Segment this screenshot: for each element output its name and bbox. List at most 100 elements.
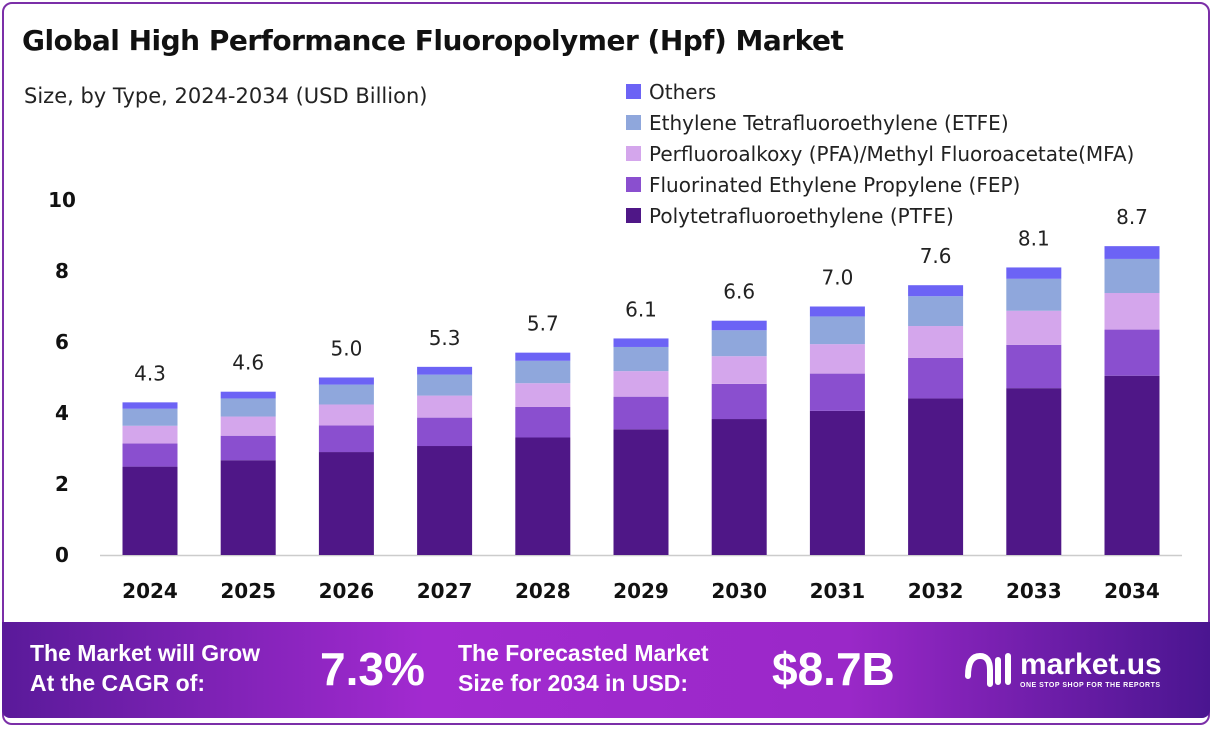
legend-label: Perfluoroalkoxy (PFA)/Methyl Fluoroaceta… (649, 141, 1135, 166)
bar-segment-1 (122, 443, 178, 467)
y-tick-label: 4 (55, 401, 69, 425)
x-tick-label: 2026 (319, 579, 375, 603)
x-tick-label: 2027 (417, 579, 473, 603)
legend-item: Fluorinated Ethylene Propylene (FEP) (626, 169, 1134, 200)
cagr-label: The Market will Grow At the CAGR of: (30, 638, 260, 698)
bar-segment-2 (711, 356, 767, 384)
x-tick-label: 2031 (810, 579, 866, 603)
total-label: 4.6 (232, 351, 264, 375)
bar-segment-2 (613, 371, 669, 397)
legend: Others Ethylene Tetrafluoroethylene (ETFE… (626, 76, 1134, 231)
bar-segment-3 (220, 398, 276, 417)
y-tick-label: 6 (55, 330, 69, 354)
bar-segment-4 (1104, 246, 1160, 259)
marketus-logo: market.us ONE STOP SHOP FOR THE REPORTS (962, 646, 1162, 690)
bar-segment-3 (515, 360, 571, 384)
x-tick-label: 2032 (908, 579, 964, 603)
total-label: 7.6 (920, 244, 952, 268)
bar-segment-3 (908, 296, 964, 327)
bar-segment-0 (220, 460, 276, 555)
bar-segment-4 (809, 306, 865, 317)
forecast-label: The Forecasted Market Size for 2034 in U… (458, 638, 709, 698)
bar-segment-4 (908, 285, 964, 297)
bar-segment-1 (515, 406, 571, 438)
legend-label: Ethylene Tetrafluoroethylene (ETFE) (649, 110, 1009, 135)
bar-segment-0 (613, 429, 669, 555)
bar-segment-3 (417, 374, 473, 396)
legend-swatch (626, 208, 641, 223)
bar-segment-4 (613, 338, 669, 347)
bar-segment-0 (515, 437, 571, 555)
x-tick-label: 2029 (613, 579, 669, 603)
total-label: 4.3 (134, 361, 166, 385)
legend-swatch (626, 177, 641, 192)
bar-segment-3 (1104, 258, 1160, 294)
logo-name: market.us (1020, 647, 1162, 681)
bar-segment-4 (515, 352, 571, 361)
x-tick-label: 2025 (220, 579, 276, 603)
legend-swatch (626, 146, 641, 161)
bar-segment-4 (1006, 267, 1062, 279)
legend-swatch (626, 115, 641, 130)
total-label: 5.3 (429, 326, 461, 350)
y-tick-label: 10 (48, 188, 76, 212)
summary-banner: The Market will Grow At the CAGR of: 7.3… (2, 622, 1210, 718)
legend-label: Fluorinated Ethylene Propylene (FEP) (649, 172, 1021, 197)
bar-segment-2 (122, 425, 178, 444)
forecast-label-line2: Size for 2034 in USD: (458, 670, 689, 696)
chart-subtitle: Size, by Type, 2024-2034 (USD Billion) (24, 84, 428, 108)
bar-segment-1 (318, 425, 374, 453)
total-label: 6.6 (723, 280, 755, 304)
bar-segment-1 (1104, 329, 1160, 376)
total-label: 5.0 (330, 337, 362, 361)
legend-item: Others (626, 76, 1134, 107)
chart-title: Global High Performance Fluoropolymer (H… (22, 24, 844, 57)
x-tick-label: 2033 (1006, 579, 1062, 603)
cagr-label-line2: At the CAGR of: (30, 670, 206, 696)
bar-segment-2 (1104, 293, 1160, 330)
marketus-logo-icon (965, 652, 1011, 687)
bar-segment-0 (1104, 375, 1160, 555)
bar-segment-1 (809, 373, 865, 411)
bar-segment-4 (122, 402, 178, 409)
total-label: 6.1 (625, 297, 657, 321)
total-label: 8.7 (1116, 205, 1148, 229)
legend-label: Polytetrafluoroethylene (PTFE) (649, 203, 954, 228)
bar-segment-0 (809, 410, 865, 555)
bar-segment-4 (220, 391, 276, 399)
bar-segment-3 (613, 346, 669, 372)
bar-segment-0 (711, 419, 767, 555)
bar-segment-2 (1006, 310, 1062, 345)
bar-segment-1 (711, 383, 767, 420)
cagr-value: 7.3% (320, 643, 425, 695)
legend-item: Perfluoroalkoxy (PFA)/Methyl Fluoroaceta… (626, 138, 1134, 169)
bar-segment-1 (613, 396, 669, 430)
legend-label: Others (649, 79, 717, 104)
total-label: 8.1 (1018, 226, 1050, 250)
bar-segment-0 (318, 452, 374, 555)
bar-segment-0 (1006, 388, 1062, 555)
bar-segment-2 (515, 383, 571, 407)
bar-segment-1 (908, 357, 964, 399)
bar-segment-0 (122, 466, 178, 555)
y-tick-label: 2 (55, 472, 69, 496)
bar-segment-1 (220, 435, 276, 461)
total-label: 5.7 (527, 312, 559, 336)
bar-segment-3 (1006, 278, 1062, 311)
bar-segment-1 (1006, 344, 1062, 389)
legend-item: Polytetrafluoroethylene (PTFE) (626, 200, 1134, 231)
bar-segment-0 (417, 446, 473, 555)
x-tick-label: 2028 (515, 579, 571, 603)
bar-segment-1 (417, 417, 473, 447)
y-tick-label: 0 (55, 543, 69, 567)
x-tick-label: 2024 (122, 579, 178, 603)
x-tick-label: 2030 (711, 579, 767, 603)
bar-segment-3 (809, 316, 865, 345)
bar-segment-3 (711, 330, 767, 357)
cagr-label-line1: The Market will Grow (30, 640, 261, 666)
bar-segment-2 (220, 416, 276, 436)
x-tick-label: 2034 (1104, 579, 1160, 603)
bar-segment-2 (809, 344, 865, 374)
